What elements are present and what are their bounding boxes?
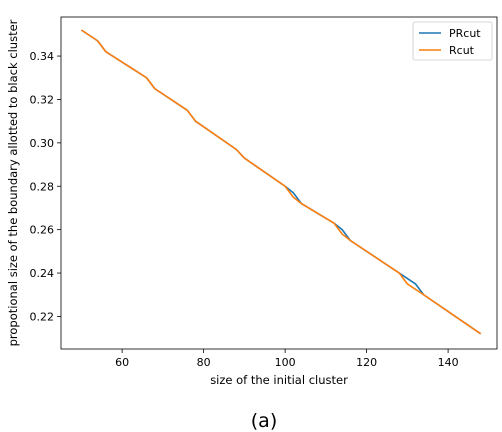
plot-area [60,16,498,350]
legend-label-prcut: PRcut [449,27,481,40]
figure-caption: (a) [251,410,277,432]
y-tick-label: 0.26 [30,224,55,237]
legend: PRcut Rcut [412,21,493,61]
y-tick-label: 0.34 [30,50,55,63]
x-tick-label: 100 [275,356,296,369]
series-line-rcut [80,29,482,335]
series-lines [80,29,482,335]
x-tick-label: 120 [356,356,377,369]
x-tick-label: 140 [438,356,459,369]
x-axis-ticks: 60 80 100 120 140 [115,349,459,369]
x-tick-label: 60 [115,356,129,369]
y-tick-label: 0.24 [30,267,55,280]
series-line-prcut [80,29,482,335]
x-axis-label: size of the initial cluster [210,373,348,387]
y-axis-ticks: 0.22 0.24 0.26 0.28 0.30 0.32 0.34 [30,50,61,323]
y-tick-label: 0.30 [30,137,55,150]
y-axis-label: propotional size of the boundary allotte… [6,19,20,346]
y-tick-label: 0.28 [30,180,55,193]
y-tick-label: 0.22 [30,310,55,323]
legend-label-rcut: Rcut [449,44,475,57]
x-tick-label: 80 [197,356,211,369]
y-tick-label: 0.32 [30,93,55,106]
axes-frame [60,16,498,350]
